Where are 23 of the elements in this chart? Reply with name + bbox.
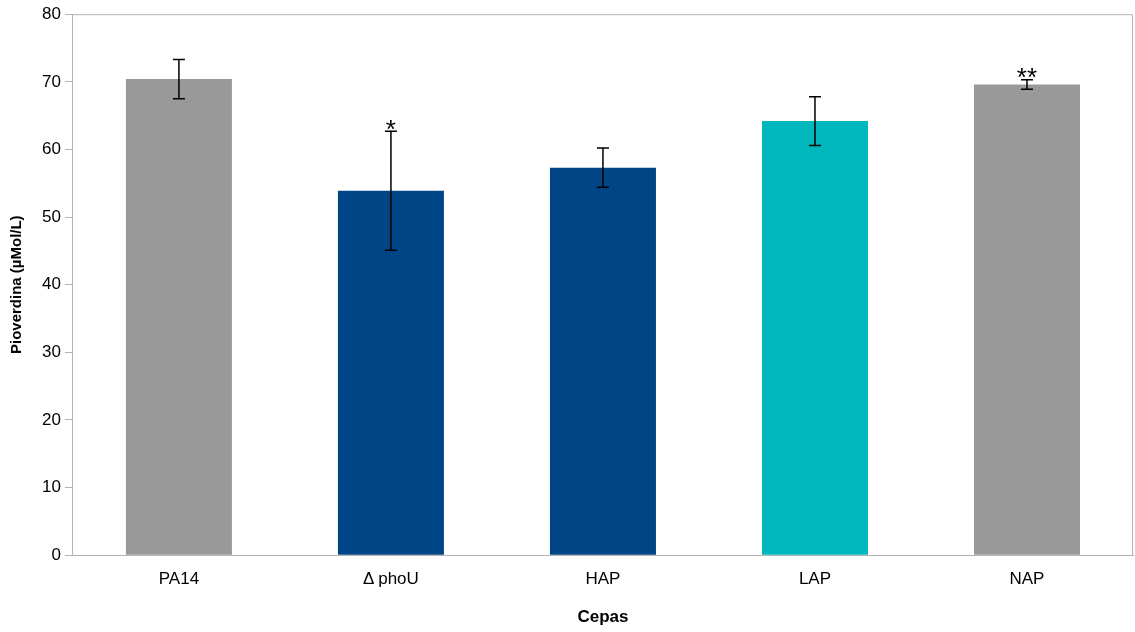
bar <box>337 190 444 555</box>
y-tick-label: 50 <box>41 206 61 226</box>
y-tick-label: 40 <box>41 274 61 294</box>
bar <box>549 167 656 555</box>
y-tick-label: 30 <box>41 342 61 362</box>
y-tick-label: 0 <box>51 544 61 564</box>
annotation: * <box>385 114 396 145</box>
x-tick-label: NAP <box>1009 569 1045 589</box>
x-tick-label: LAP <box>798 569 832 589</box>
annotation: ** <box>1016 61 1038 92</box>
y-axis-title: Pioverdina (µMol/L) <box>7 215 25 355</box>
y-tick-label: 10 <box>41 477 61 497</box>
y-tick-label: 20 <box>41 409 61 429</box>
y-tick-label: 70 <box>41 71 61 91</box>
y-tick-label: 80 <box>41 3 61 23</box>
x-tick-label: Δ phoU <box>363 569 419 589</box>
y-tick-label: 60 <box>41 139 61 159</box>
x-tick-label: HAP <box>585 569 621 589</box>
bar <box>973 84 1080 555</box>
bar <box>761 121 868 555</box>
bar <box>125 79 232 555</box>
x-tick-label: PA14 <box>158 569 200 589</box>
x-axis-title: Cepas <box>577 607 629 627</box>
